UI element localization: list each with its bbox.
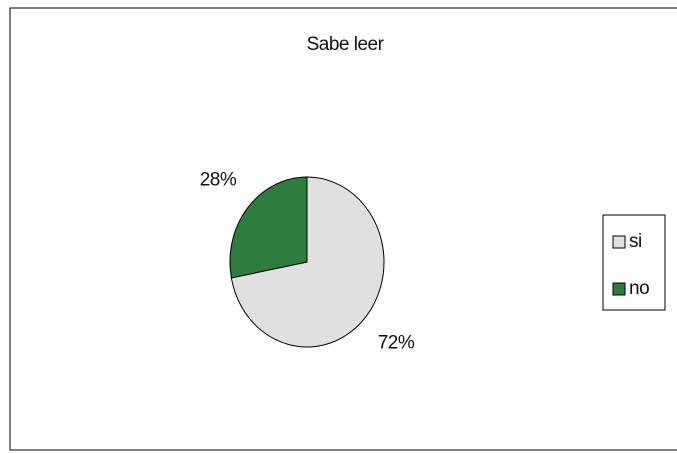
legend-swatch [612, 282, 626, 296]
chart-title: Sabe leer [307, 34, 385, 55]
pie-slice [230, 176, 385, 348]
pie-slice [229, 176, 308, 279]
data-label: 28% [200, 170, 237, 191]
legend-swatch [612, 235, 626, 249]
legend-label: si [629, 231, 642, 252]
legend-label: no [629, 278, 649, 299]
data-label: 72% [378, 332, 415, 353]
